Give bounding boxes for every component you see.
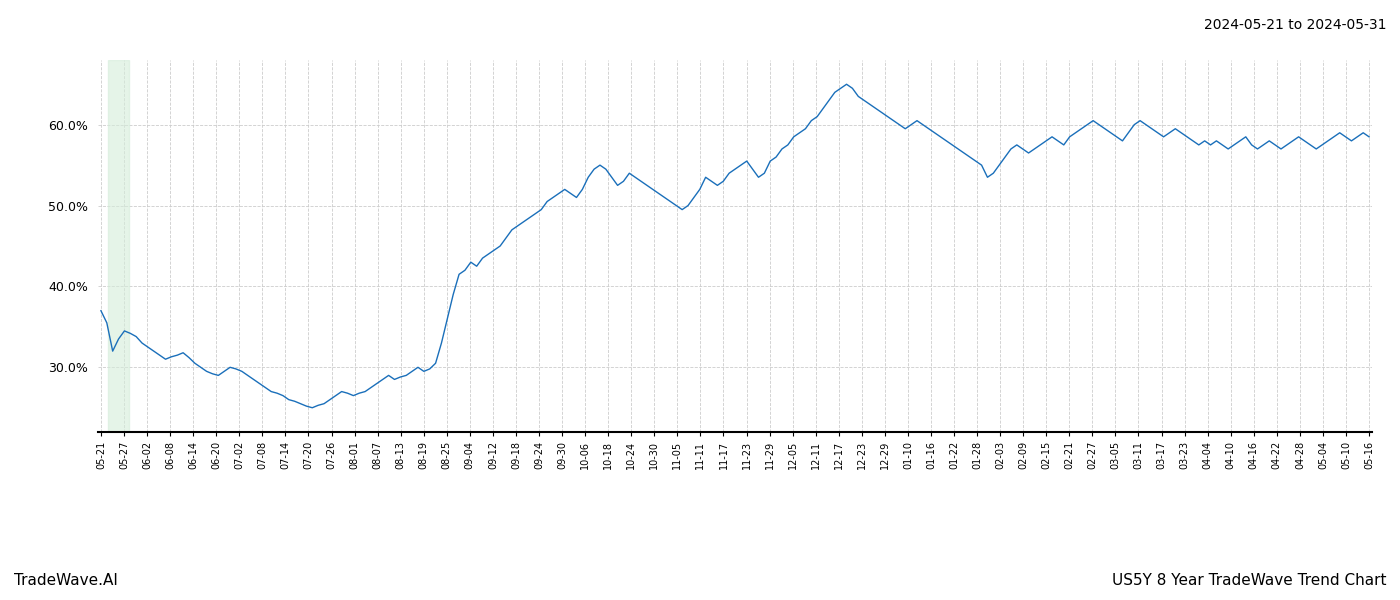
Text: US5Y 8 Year TradeWave Trend Chart: US5Y 8 Year TradeWave Trend Chart <box>1112 573 1386 588</box>
Text: 2024-05-21 to 2024-05-31: 2024-05-21 to 2024-05-31 <box>1204 18 1386 32</box>
Bar <box>108 60 129 432</box>
Text: TradeWave.AI: TradeWave.AI <box>14 573 118 588</box>
